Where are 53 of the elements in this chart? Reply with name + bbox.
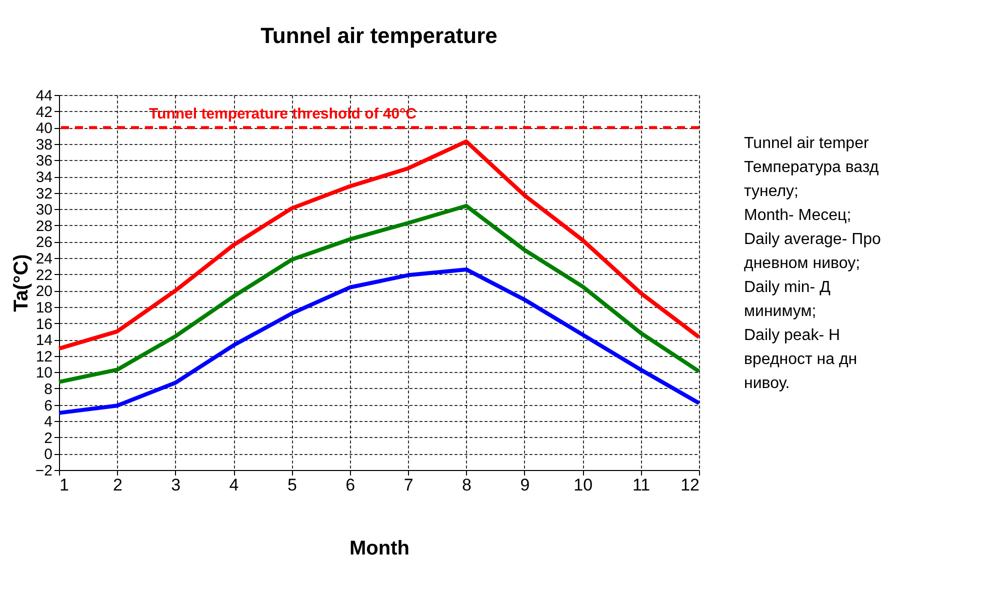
text: Tunnel air temper xyxy=(744,135,870,152)
y-tick-label: 28 xyxy=(36,218,52,235)
y-tick-label: −2 xyxy=(35,462,52,480)
y-tick-label: 24 xyxy=(36,250,52,268)
y-tick-label: 34 xyxy=(36,169,52,186)
y-tick-label: 10 xyxy=(36,364,52,382)
y-tick-label: 4 xyxy=(44,414,52,431)
y-tick-label: 22 xyxy=(36,266,52,284)
text: дневном нивоу; xyxy=(744,255,860,272)
y-tick-label: 0 xyxy=(44,446,52,464)
x-tick-label: 3 xyxy=(171,476,181,494)
y-tick-label: 26 xyxy=(36,234,52,252)
x-tick-label: 6 xyxy=(346,476,356,494)
x-tick-label: 12 xyxy=(680,476,700,494)
line-series xyxy=(57,267,701,415)
chart-title: Tunnel air temperature xyxy=(260,23,498,48)
y-tick-label: 12 xyxy=(36,348,52,366)
y-tick-label: 6 xyxy=(44,397,52,414)
y-tick-label: 2 xyxy=(44,430,52,447)
text: тунелу; xyxy=(744,183,798,200)
y-tick-label: 40 xyxy=(36,120,52,138)
text: нивоу. xyxy=(744,375,790,392)
y-axis-title: Ta(°C) xyxy=(10,254,32,312)
x-tick-label: 7 xyxy=(404,476,414,494)
text: Daily peak- Н xyxy=(744,327,840,344)
text: Daily min- Д xyxy=(744,279,831,296)
line-series xyxy=(57,139,701,351)
x-tick-label: 2 xyxy=(112,476,122,494)
y-tick-label: 36 xyxy=(36,152,52,170)
text: Month- Месец; xyxy=(744,207,852,224)
y-tick-label: 16 xyxy=(36,316,52,333)
line-series xyxy=(57,204,701,384)
x-tick-label: 5 xyxy=(287,476,297,494)
y-tick-label: 42 xyxy=(36,104,52,121)
y-tick-label: 20 xyxy=(36,283,52,300)
text: вредност на дн xyxy=(744,351,858,368)
y-tick-label: 44 xyxy=(36,88,52,104)
text: минимум; xyxy=(744,303,816,320)
y-tick-label: 8 xyxy=(44,380,52,398)
y-tick-label: 18 xyxy=(36,299,52,316)
y-tick-label: 30 xyxy=(36,202,52,219)
text: Температура вазд xyxy=(744,159,880,176)
x-tick-label: 9 xyxy=(520,476,530,494)
y-tick-label: 32 xyxy=(36,185,52,202)
text: Daily average- Про xyxy=(744,231,881,248)
y-tick-label: 14 xyxy=(36,332,52,350)
x-axis-title: Month xyxy=(350,538,410,560)
x-tick-label: 11 xyxy=(632,476,650,494)
x-tick-label: 8 xyxy=(462,476,472,494)
x-tick-label: 4 xyxy=(229,476,239,494)
x-tick-label: 10 xyxy=(574,476,593,494)
y-tick-label: 38 xyxy=(36,136,52,154)
x-tick-label: 1 xyxy=(60,476,69,494)
